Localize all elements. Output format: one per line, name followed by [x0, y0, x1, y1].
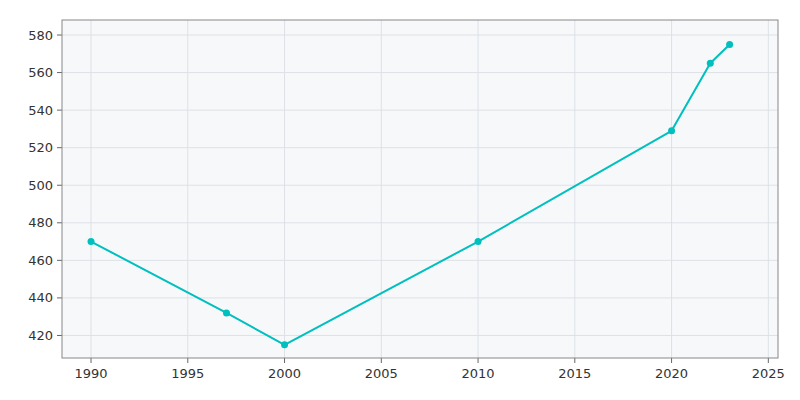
- x-tick-label: 2020: [655, 366, 688, 381]
- x-grid-line: [381, 20, 382, 358]
- y-tick-label: 460: [28, 253, 53, 268]
- x-grid-line: [478, 20, 479, 358]
- y-tick-label: 420: [28, 328, 53, 343]
- y-tick: [57, 260, 62, 261]
- x-tick-label: 1995: [171, 366, 204, 381]
- x-tick: [671, 358, 672, 363]
- y-grid-line: [62, 185, 778, 186]
- y-tick-label: 520: [28, 140, 53, 155]
- plot-background: [62, 20, 778, 358]
- x-tick: [284, 358, 285, 363]
- axes: 1990 1995 2000 2005 2010 2015 2020 2025 420 440 46…: [28, 20, 785, 381]
- marker: [223, 309, 230, 316]
- y-grid-line: [62, 110, 778, 111]
- y-tick: [57, 147, 62, 148]
- x-tick-label: 2010: [462, 366, 495, 381]
- marker: [88, 238, 95, 245]
- y-tick-label: 480: [28, 215, 53, 230]
- x-tick: [478, 358, 479, 363]
- x-grid-line: [187, 20, 188, 358]
- series: [88, 41, 734, 348]
- chart-svg: 1990 1995 2000 2005 2010 2015 2020 2025 420 440 46…: [0, 0, 800, 400]
- x-tick-label: 2005: [365, 366, 398, 381]
- plot-frame: [62, 20, 778, 358]
- x-tick-label: 1990: [74, 366, 107, 381]
- y-tick: [57, 35, 62, 36]
- y-tick: [57, 222, 62, 223]
- x-tick: [574, 358, 575, 363]
- y-grid-line: [62, 297, 778, 298]
- y-grid-line: [62, 35, 778, 36]
- y-tick-label: 500: [28, 178, 53, 193]
- y-tick: [57, 72, 62, 73]
- x-grid-line: [574, 20, 575, 358]
- x-tick-label: 2025: [752, 366, 785, 381]
- y-grid-line: [62, 335, 778, 336]
- x-tick: [768, 358, 769, 363]
- x-grid-line: [768, 20, 769, 358]
- chart-container: 1990 1995 2000 2005 2010 2015 2020 2025 420 440 46…: [0, 0, 800, 400]
- y-tick-label: 440: [28, 290, 53, 305]
- x-grid-line: [671, 20, 672, 358]
- marker: [726, 41, 733, 48]
- y-tick-label: 580: [28, 28, 53, 43]
- x-tick-label: 2000: [268, 366, 301, 381]
- marker: [475, 238, 482, 245]
- x-tick: [381, 358, 382, 363]
- y-grid-line: [62, 260, 778, 261]
- x-grid-line: [91, 20, 92, 358]
- y-tick-label: 560: [28, 65, 53, 80]
- marker: [707, 60, 714, 67]
- y-tick: [57, 185, 62, 186]
- line: [91, 44, 730, 344]
- marker: [281, 341, 288, 348]
- y-tick: [57, 110, 62, 111]
- x-tick: [91, 358, 92, 363]
- marker: [668, 127, 675, 134]
- y-tick: [57, 335, 62, 336]
- x-tick-label: 2015: [558, 366, 591, 381]
- grid: [62, 20, 778, 358]
- y-grid-line: [62, 147, 778, 148]
- y-grid-line: [62, 222, 778, 223]
- y-tick-label: 540: [28, 103, 53, 118]
- x-tick: [187, 358, 188, 363]
- y-tick: [57, 297, 62, 298]
- page: {"chart_data": {"type": "line", "x": [19…: [0, 0, 800, 400]
- x-grid-line: [284, 20, 285, 358]
- y-grid-line: [62, 72, 778, 73]
